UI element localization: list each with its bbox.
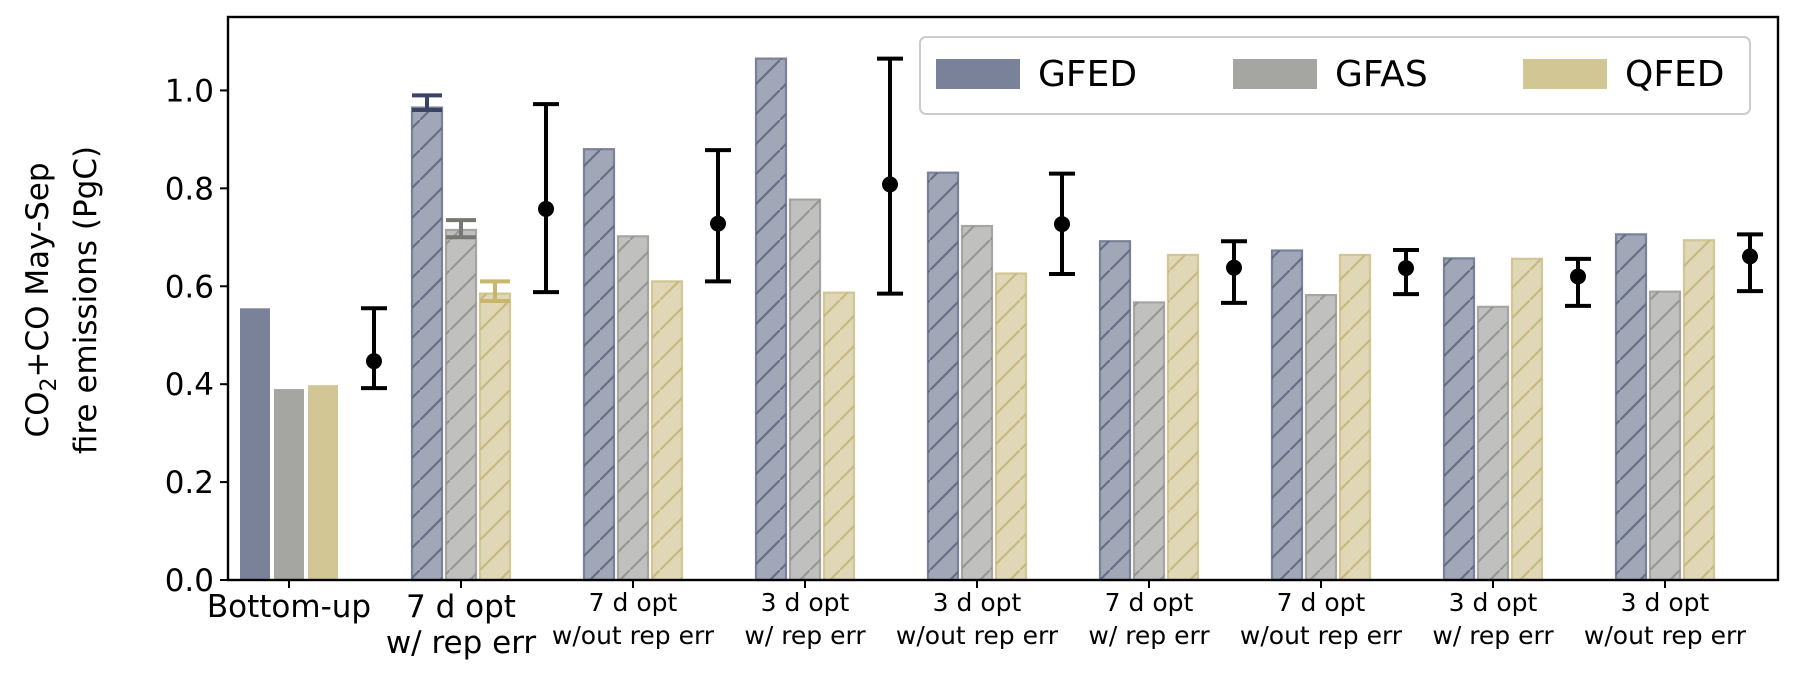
bar-hatch-gfed-1 [412, 107, 442, 580]
legend-swatch-gfas [1233, 59, 1317, 89]
y-tick-label-4: 0.8 [165, 171, 214, 207]
bar-hatch-gfed-5 [1100, 241, 1130, 580]
y-tick-label-1: 0.2 [165, 465, 214, 501]
bar-hatch-gfed-4 [928, 172, 958, 580]
x-tick-label-2: 7 d opt [589, 588, 678, 617]
x-tick-label-4: 3 d opt [933, 588, 1022, 617]
bar-hatch-gfed-7 [1444, 258, 1474, 580]
x-tick-sublabel-8: w/out rep err [1584, 621, 1747, 650]
bar-hatch-gfas-8 [1650, 291, 1680, 580]
bar-hatch-qfed-6 [1340, 254, 1370, 580]
mean-marker-1 [538, 200, 554, 217]
bar-hatch-qfed-2 [652, 281, 682, 580]
bar-hatch-gfas-2 [618, 236, 648, 581]
bar-hatch-gfed-8 [1616, 234, 1646, 581]
bar-gfas-0 [274, 389, 304, 580]
x-tick-label-5: 7 d opt [1105, 588, 1194, 617]
y-axis-title-line1: CO2+CO May-Sep [20, 162, 62, 437]
legend-swatch-qfed [1523, 59, 1607, 89]
legend: GFED GFAS QFED [919, 36, 1751, 115]
legend-label-qfed: QFED [1625, 54, 1725, 95]
bar-hatch-gfas-7 [1478, 306, 1508, 580]
bar-hatch-gfas-5 [1134, 302, 1164, 580]
mean-markers-layer [361, 56, 1763, 391]
bar-hatch-gfed-2 [584, 149, 614, 580]
bar-hatch-gfas-4 [962, 226, 992, 580]
bar-hatch-gfed-3 [756, 58, 786, 581]
y-tick-label-3: 0.6 [165, 269, 214, 305]
x-tick-label-6: 7 d opt [1277, 588, 1366, 617]
x-tick-label-0: Bottom-up [207, 589, 371, 625]
y-axis-title: CO2+CO May-Sep fire emissions (PgC) [20, 146, 104, 454]
mean-marker-6 [1398, 260, 1414, 277]
legend-box [919, 36, 1751, 115]
bar-hatch-qfed-7 [1512, 258, 1542, 580]
x-tick-sublabel-5: w/ rep err [1088, 621, 1210, 650]
bars-layer [240, 57, 1716, 582]
x-tick-label-1: 7 d opt [406, 589, 516, 625]
plot-frame [226, 15, 1780, 582]
bar-hatch-qfed-8 [1684, 240, 1714, 580]
legend-swatch-gfed [936, 59, 1020, 89]
y-tick-label-5: 1.0 [165, 73, 214, 109]
bar-hatch-qfed-3 [824, 292, 854, 580]
mean-marker-7 [1570, 268, 1586, 285]
y-tick-label-0: 0.0 [165, 563, 214, 599]
error-bars-layer [412, 93, 510, 303]
x-tick-label-8: 3 d opt [1621, 588, 1710, 617]
mean-marker-2 [710, 215, 726, 232]
y-axis-title-line2: fire emissions (PgC) [68, 146, 104, 454]
bar-hatch-gfas-1 [446, 229, 476, 580]
x-tick-sublabel-3: w/ rep err [744, 621, 866, 650]
bar-hatch-gfas-3 [790, 199, 820, 580]
mean-marker-8 [1742, 248, 1758, 265]
legend-label-gfed: GFED [1038, 54, 1137, 95]
bar-hatch-qfed-5 [1168, 254, 1198, 580]
bar-hatch-qfed-4 [996, 273, 1026, 580]
x-tick-sublabel-2: w/out rep err [552, 621, 715, 650]
y-tick-label-2: 0.4 [165, 367, 214, 403]
x-tick-sublabel-6: w/out rep err [1240, 621, 1403, 650]
bar-qfed-0 [308, 385, 338, 580]
x-tick-label-3: 3 d opt [761, 588, 850, 617]
bar-gfed-0 [240, 308, 270, 580]
mean-marker-0 [366, 353, 382, 370]
mean-marker-3 [882, 176, 898, 193]
x-tick-label-7: 3 d opt [1449, 588, 1538, 617]
x-tick-sublabel-4: w/out rep err [896, 621, 1059, 650]
legend-label-gfas: GFAS [1335, 54, 1428, 95]
bar-hatch-gfas-6 [1306, 295, 1336, 580]
bar-hatch-gfed-6 [1272, 250, 1302, 580]
y-axis: 0.0 0.2 0.4 0.6 0.8 1.0 [165, 73, 228, 599]
mean-marker-5 [1226, 259, 1242, 276]
x-tick-sublabel-1: w/ rep err [386, 625, 537, 661]
bar-hatch-qfed-1 [480, 293, 510, 580]
mean-marker-4 [1054, 216, 1070, 233]
x-tick-sublabel-7: w/ rep err [1432, 621, 1554, 650]
